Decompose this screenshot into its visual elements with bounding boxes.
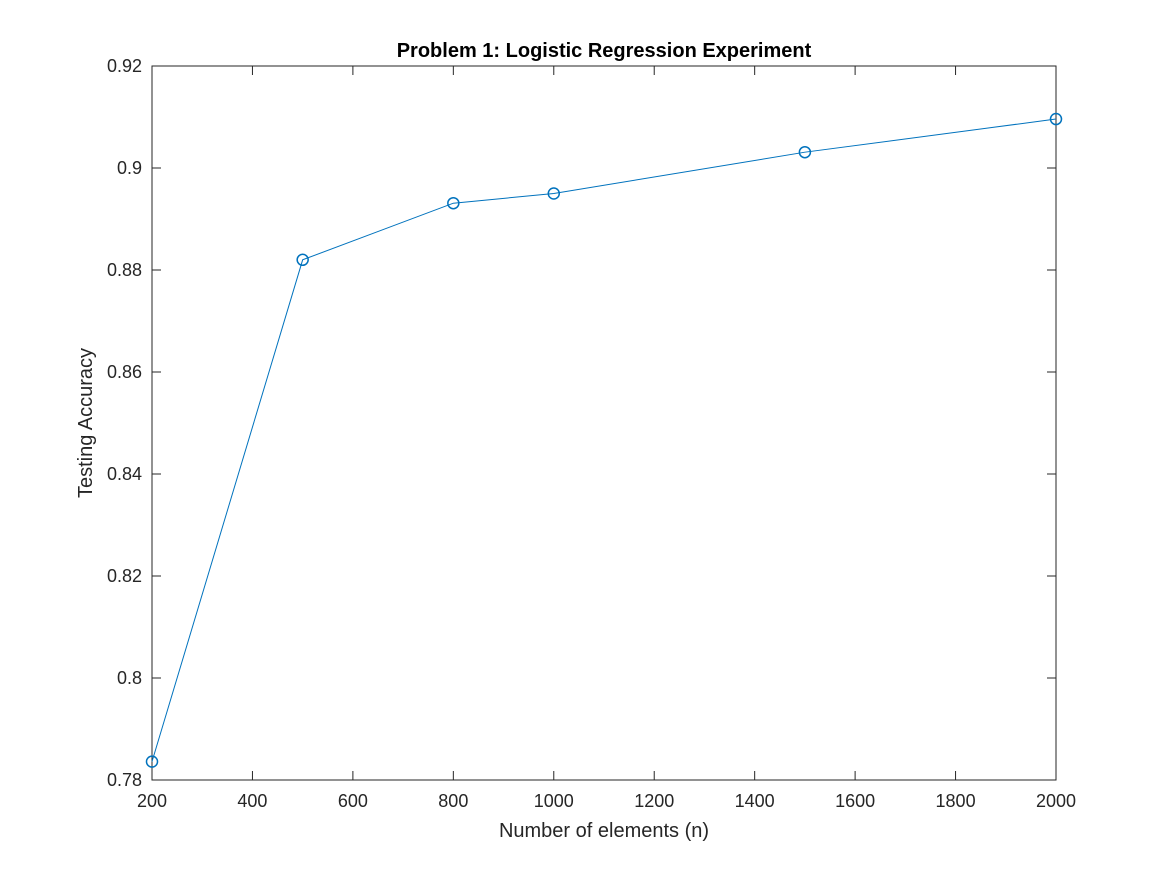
x-tick-label: 1600 <box>835 791 875 811</box>
x-tick-label: 2000 <box>1036 791 1076 811</box>
series-layer <box>145 112 1063 768</box>
y-tick-label: 0.82 <box>107 566 142 586</box>
chart-title: Problem 1: Logistic Regression Experimen… <box>397 40 812 62</box>
series-line <box>151 118 1057 762</box>
data-point-marker <box>145 755 159 768</box>
y-tick-label: 0.88 <box>107 260 142 280</box>
data-point-marker <box>1049 112 1063 126</box>
x-tick-label: 200 <box>137 791 167 811</box>
x-tick-label: 600 <box>338 791 368 811</box>
y-tick-label: 0.9 <box>117 158 142 178</box>
data-point-marker <box>798 145 812 159</box>
y-tick-label: 0.78 <box>107 770 142 790</box>
y-tick-label: 0.92 <box>107 56 142 76</box>
y-tick-label: 0.8 <box>117 668 142 688</box>
x-axis: 200 400 600 800 1000 1200 1400 1600 1800 2000 <box>137 66 1076 811</box>
x-tick-label: 1800 <box>936 791 976 811</box>
y-tick-label: 0.86 <box>107 362 142 382</box>
plot-frame <box>151 65 1057 781</box>
x-tick-label: 800 <box>438 791 468 811</box>
x-tick-label: 1200 <box>634 791 674 811</box>
x-tick-label: 400 <box>237 791 267 811</box>
data-point-marker <box>296 253 309 267</box>
x-tick-label: 1000 <box>534 791 574 811</box>
x-tick-label: 1400 <box>735 791 775 811</box>
y-tick-label: 0.84 <box>107 464 142 484</box>
data-point-marker <box>547 187 561 200</box>
plot-area <box>151 65 1057 781</box>
y-axis: 0.78 0.8 0.82 0.84 0.86 0.88 0.9 0.92 <box>107 56 1056 790</box>
data-point-marker <box>447 196 460 210</box>
x-axis-title: Number of elements (n) <box>499 820 709 842</box>
y-axis-title: Testing Accuracy <box>75 348 97 498</box>
